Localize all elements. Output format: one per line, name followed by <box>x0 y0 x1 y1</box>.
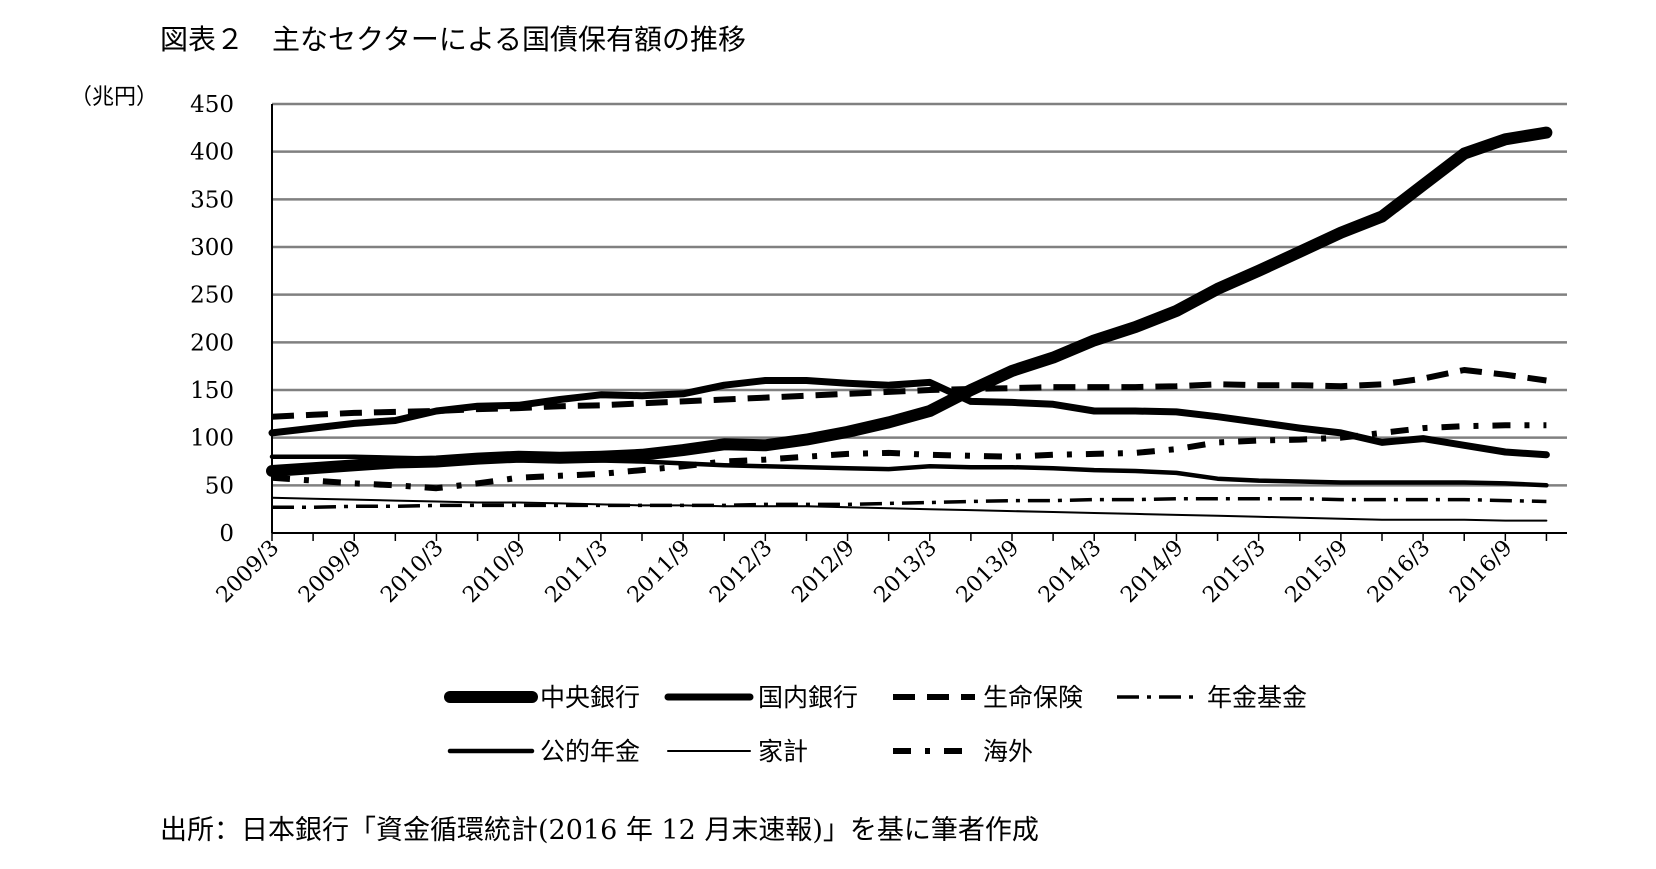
y-tick-label: 100 <box>190 426 234 452</box>
legend-label: 海外 <box>983 737 1033 766</box>
legend-label: 家計 <box>758 737 808 766</box>
y-tick-label: 150 <box>190 378 234 404</box>
x-tick-label: 2011/9 <box>623 536 695 608</box>
series-line-7 <box>271 422 1547 492</box>
x-tick-label: 2009/9 <box>294 536 366 608</box>
x-tick-label: 2013/3 <box>870 536 942 608</box>
series-line-4 <box>272 496 1547 510</box>
legend-label: 国内銀行 <box>758 683 858 712</box>
x-tick-label: 2014/9 <box>1116 536 1188 608</box>
x-tick-label: 2016/9 <box>1445 536 1517 608</box>
y-tick-label: 400 <box>190 140 234 166</box>
series-lines <box>266 126 1553 522</box>
legend-label: 生命保険 <box>983 683 1083 712</box>
y-unit-label: （兆円） <box>70 85 158 110</box>
y-tick-label: 350 <box>190 187 234 213</box>
x-tick-label: 2012/9 <box>787 536 859 608</box>
series-line-6 <box>271 496 1548 522</box>
legend-label: 年金基金 <box>1207 683 1307 712</box>
grid-lines <box>272 102 1567 487</box>
y-tick-label: 50 <box>205 473 234 499</box>
y-tick-label: 0 <box>219 521 234 547</box>
x-tick-label: 2011/3 <box>541 536 613 608</box>
figure-title: 図表２ 主なセクターによる国債保有額の推移 <box>160 23 747 56</box>
x-tick-label: 2015/9 <box>1281 536 1353 608</box>
x-tick-label: 2013/9 <box>952 536 1024 608</box>
legend-label: 公的年金 <box>540 737 640 766</box>
series-line-2 <box>268 377 1550 459</box>
x-tick-label: 2014/3 <box>1034 536 1106 608</box>
y-tick-label: 250 <box>190 283 234 309</box>
x-tick-label: 2012/3 <box>705 536 777 608</box>
x-tick-label: 2016/3 <box>1363 536 1435 608</box>
series-line-1 <box>266 126 1553 477</box>
x-tick-label: 2015/3 <box>1198 536 1270 608</box>
y-tick-label: 450 <box>190 92 234 118</box>
x-tick-label: 2010/3 <box>376 536 448 608</box>
y-tick-label: 300 <box>190 235 234 261</box>
x-tick-label: 2010/9 <box>458 536 530 608</box>
source-note: 出所：日本銀行「資金循環統計(2016 年 12 月末速報)」を基に筆者作成 <box>160 815 1039 846</box>
y-tick-label: 200 <box>190 330 234 356</box>
legend-label: 中央銀行 <box>540 683 640 712</box>
